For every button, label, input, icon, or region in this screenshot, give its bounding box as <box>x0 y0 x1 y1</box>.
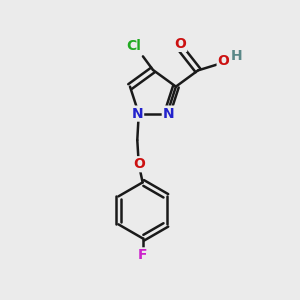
Text: O: O <box>174 37 186 51</box>
Text: F: F <box>138 248 147 262</box>
Text: N: N <box>163 106 174 121</box>
Text: H: H <box>230 49 242 63</box>
Text: N: N <box>131 106 143 121</box>
Text: O: O <box>134 157 145 171</box>
Text: O: O <box>218 54 230 68</box>
Text: Cl: Cl <box>127 39 142 53</box>
